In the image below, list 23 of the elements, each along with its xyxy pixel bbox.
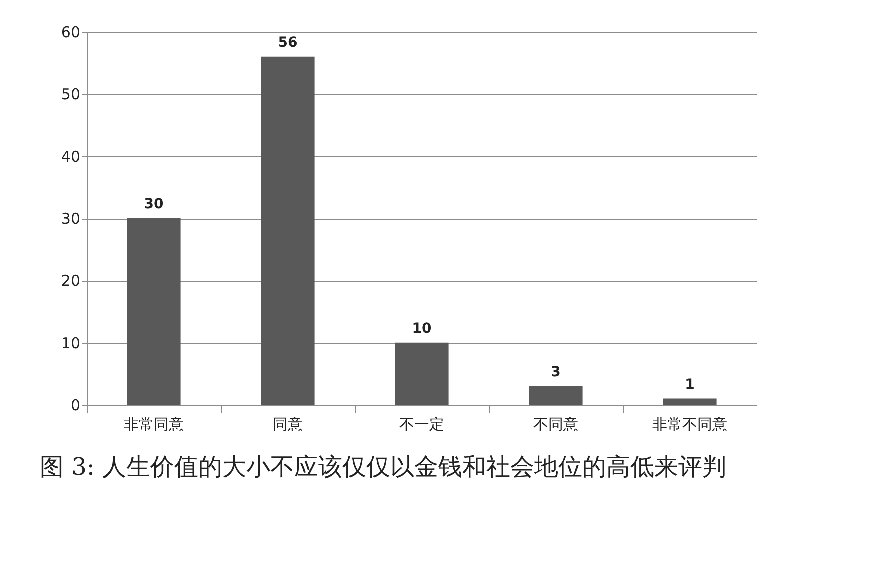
y-tick-label: 0 <box>70 396 80 414</box>
x-tick-label: 同意 <box>273 416 303 434</box>
caption: 图 3: 人生价值的大小不应该仅仅以金钱和社会地位的高低来评判 <box>39 452 728 483</box>
data-label: 30 <box>144 196 164 212</box>
x-tick-label: 不同意 <box>534 416 578 434</box>
bar <box>663 398 717 405</box>
y-tick-label: 40 <box>61 148 80 166</box>
y-tick-label: 50 <box>61 86 80 104</box>
data-label: 56 <box>278 34 298 51</box>
y-tick-label: 10 <box>61 334 80 352</box>
x-tick-label: 不一定 <box>400 416 444 434</box>
x-tick-label: 非常同意 <box>124 416 184 434</box>
data-label: 1 <box>685 376 695 393</box>
y-tick-label: 20 <box>61 272 80 290</box>
data-label: 10 <box>412 320 432 337</box>
data-label: 3 <box>551 364 561 380</box>
bar <box>127 218 181 405</box>
bar <box>395 342 449 405</box>
x-tick-label: 非常不同意 <box>652 416 728 434</box>
bar <box>529 386 583 405</box>
y-tick-label: 30 <box>61 210 80 228</box>
y-tick-label: 60 <box>61 24 80 42</box>
bar <box>261 56 315 405</box>
